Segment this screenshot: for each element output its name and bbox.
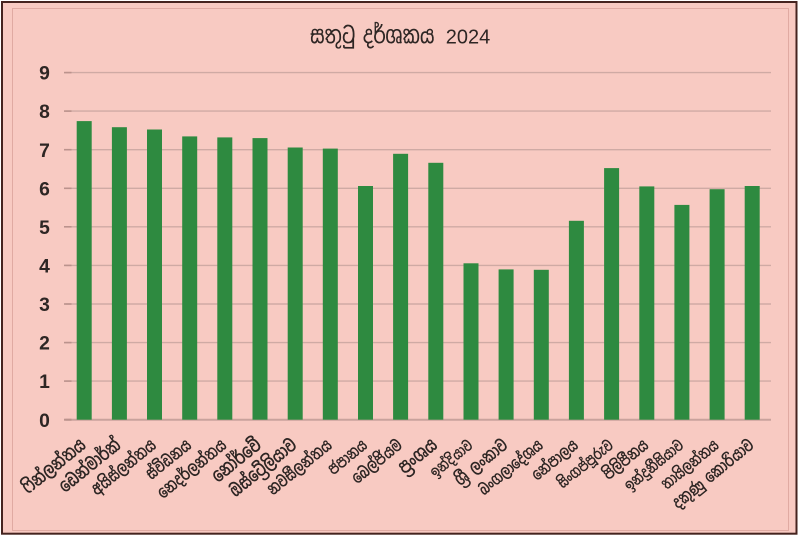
svg-text:4: 4 bbox=[39, 257, 50, 278]
svg-text:0: 0 bbox=[39, 411, 50, 432]
svg-text:9: 9 bbox=[39, 64, 50, 85]
svg-text:2: 2 bbox=[39, 334, 50, 355]
svg-text:7: 7 bbox=[39, 141, 50, 162]
svg-text:2024: 2024 bbox=[446, 27, 491, 49]
svg-text:8: 8 bbox=[39, 102, 50, 123]
svg-text:5: 5 bbox=[39, 218, 50, 239]
svg-text:6: 6 bbox=[39, 179, 50, 200]
svg-text:1: 1 bbox=[39, 372, 50, 393]
svg-text:3: 3 bbox=[39, 295, 50, 316]
